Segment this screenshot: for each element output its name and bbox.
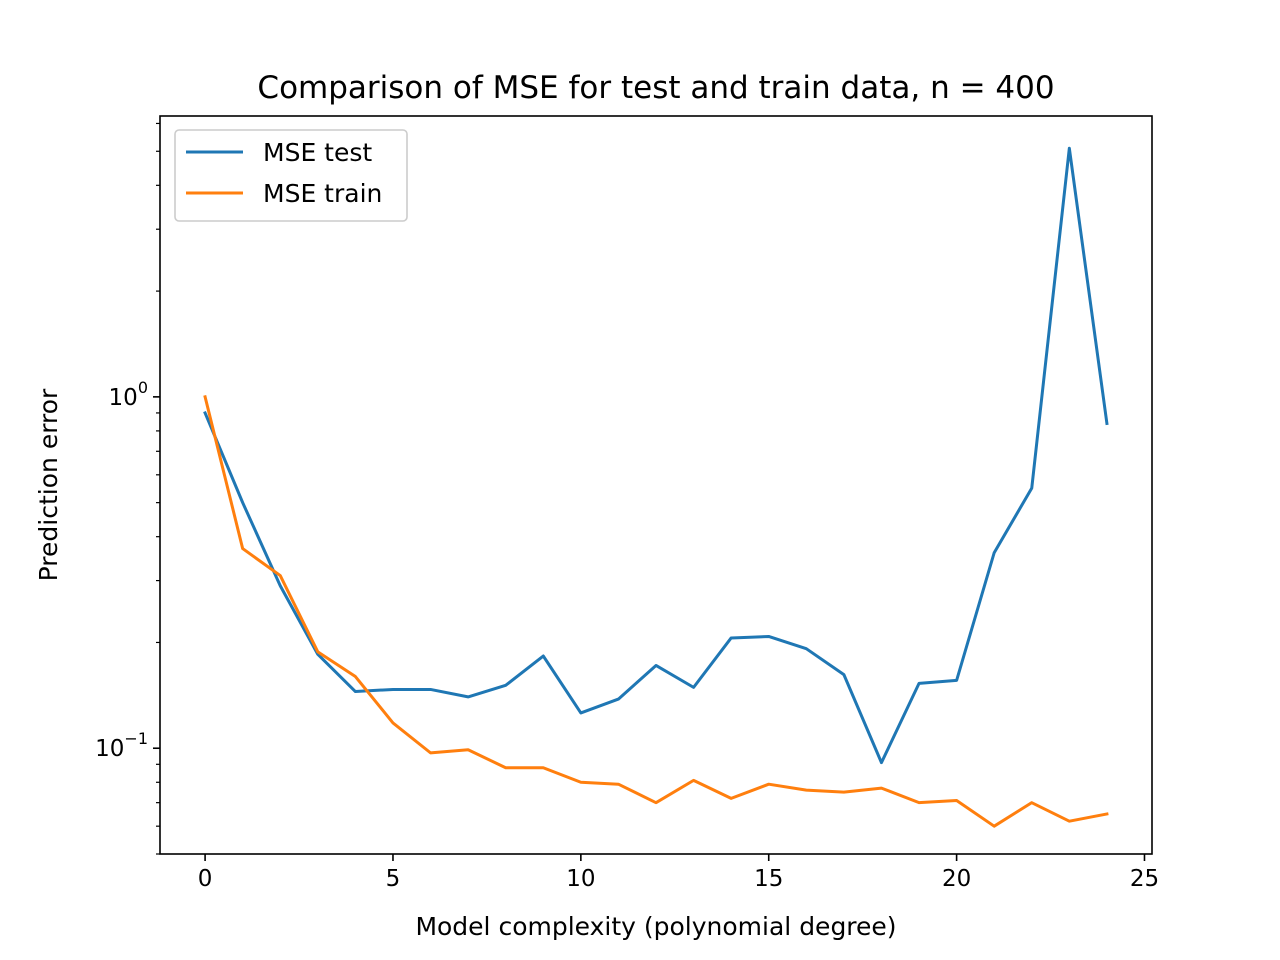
x-axis: 0 5 10 15 20 25 <box>198 854 1159 892</box>
axes-frame <box>159 115 1153 855</box>
y-axis: 10−1 100 <box>95 122 160 855</box>
y-axis-label: Prediction error <box>34 388 63 581</box>
x-tick-label: 25 <box>1130 866 1159 892</box>
y-tick-label: 100 <box>109 378 148 411</box>
legend-label-mse-test: MSE test <box>263 138 372 167</box>
plot-area <box>159 115 1153 855</box>
legend-label-mse-train: MSE train <box>263 179 382 208</box>
x-tick-label: 20 <box>942 866 971 892</box>
series-line-mse-test <box>203 146 1109 765</box>
y-tick-label: 10−1 <box>95 729 148 762</box>
legend: MSE test MSE train <box>174 129 408 222</box>
x-axis-label: Model complexity (polynomial degree) <box>415 912 896 941</box>
x-tick-label: 10 <box>566 866 595 892</box>
x-tick-label: 15 <box>754 866 783 892</box>
chart-title: Comparison of MSE for test and train dat… <box>257 70 1054 106</box>
series-layer <box>203 146 1109 828</box>
series-line-mse-train <box>203 395 1109 828</box>
x-tick-label: 0 <box>198 866 213 892</box>
x-tick-label: 5 <box>386 866 401 892</box>
